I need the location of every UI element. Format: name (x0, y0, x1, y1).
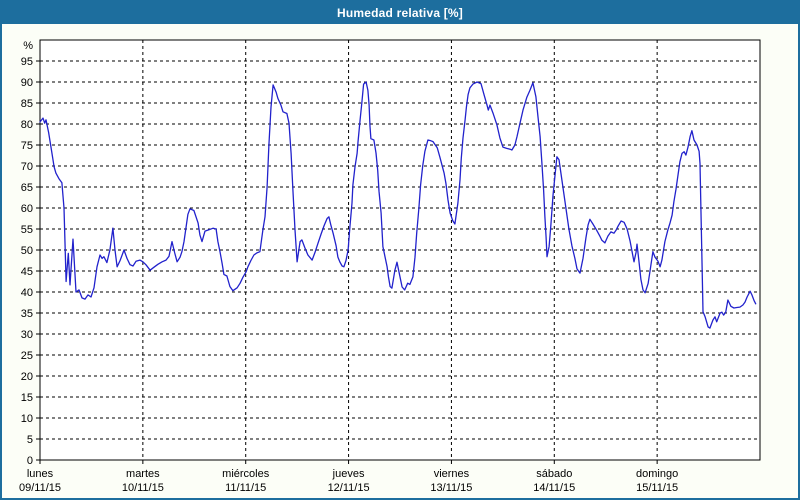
y-tick-label: 70 (21, 161, 33, 173)
x-day-label: domingo (636, 468, 678, 480)
x-day-label: sábado (536, 468, 572, 480)
y-tick-label: 55 (21, 224, 33, 236)
y-tick-label: 25 (21, 350, 33, 362)
chart-title: Humedad relativa [%] (336, 6, 464, 20)
plot-border (39, 39, 761, 461)
y-tick-label: 90 (21, 77, 33, 89)
y-tick-label: 30 (21, 329, 33, 341)
y-tick-label: 10 (21, 413, 33, 425)
y-tick-label: 0 (27, 455, 33, 467)
y-axis-unit-label: % (23, 40, 33, 52)
y-tick-label: 65 (21, 182, 33, 194)
x-date-label: 10/11/15 (122, 482, 164, 494)
y-tick-label: 85 (21, 98, 33, 110)
humidity-line (39, 81, 757, 329)
x-day-label: martes (126, 468, 160, 480)
y-tick-label: 60 (21, 203, 33, 215)
y-tick-label: 95 (21, 56, 33, 68)
x-day-label: jueves (332, 468, 365, 480)
y-tick-label: 80 (21, 119, 33, 131)
y-tick-label: 15 (21, 392, 33, 404)
x-date-label: 15/11/15 (636, 482, 678, 494)
y-tick-label: 35 (21, 308, 33, 320)
y-tick-label: 45 (21, 266, 33, 278)
y-tick-label: 5 (27, 434, 33, 446)
x-day-label: lunes (27, 468, 54, 480)
x-date-label: 14/11/15 (533, 482, 575, 494)
y-tick-label: 20 (21, 371, 33, 383)
x-day-label: miércoles (222, 468, 270, 480)
y-tick-label: 40 (21, 287, 33, 299)
title-bar: Humedad relativa [%] (2, 2, 798, 24)
y-tick-label: 50 (21, 245, 33, 257)
x-date-label: 09/11/15 (19, 482, 61, 494)
x-date-label: 13/11/15 (430, 482, 472, 494)
x-date-label: 12/11/15 (328, 482, 370, 494)
x-date-label: 11/11/15 (225, 482, 266, 494)
x-day-label: viernes (434, 468, 470, 480)
y-tick-label: 75 (21, 140, 33, 152)
